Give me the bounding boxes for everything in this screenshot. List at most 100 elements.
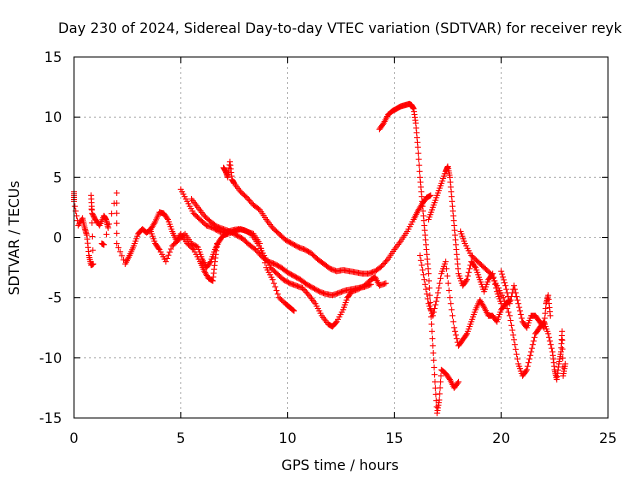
data-point <box>189 241 196 248</box>
data-point <box>430 357 437 364</box>
series-track-11 <box>498 268 554 331</box>
data-point <box>547 312 554 319</box>
y-tick-label: 10 <box>44 110 62 126</box>
data-point <box>88 219 95 226</box>
data-point <box>280 276 287 283</box>
data-point <box>283 237 290 244</box>
data-point <box>302 247 309 254</box>
data-point <box>304 290 311 297</box>
data-point <box>245 229 252 236</box>
data-point <box>528 345 535 352</box>
data-point <box>113 210 120 217</box>
data-point <box>180 232 187 239</box>
data-point <box>431 364 438 371</box>
data-point <box>90 260 97 267</box>
data-point <box>311 285 318 292</box>
data-point <box>226 228 233 235</box>
data-point <box>212 222 219 229</box>
data-point <box>559 346 566 353</box>
data-point <box>506 300 513 307</box>
data-point <box>326 264 333 271</box>
data-point <box>113 200 120 207</box>
data-point <box>430 350 437 357</box>
data-point <box>559 337 566 344</box>
data-point <box>242 193 249 200</box>
data-point <box>292 242 299 249</box>
data-point <box>162 258 169 265</box>
data-point <box>450 318 457 325</box>
data-point <box>305 282 312 289</box>
data-point <box>436 390 443 397</box>
data-point <box>89 247 96 254</box>
data-point <box>455 378 462 385</box>
data-point <box>165 252 172 259</box>
data-point <box>464 273 471 280</box>
data-point <box>151 220 158 227</box>
data-point <box>155 245 162 252</box>
y-axis-label: SDTVAR / TECUs <box>7 181 23 296</box>
data-point <box>89 233 96 240</box>
data-point <box>501 298 508 305</box>
data-point <box>264 257 271 264</box>
data-point <box>302 287 309 294</box>
data-point <box>442 258 449 265</box>
data-point <box>287 239 294 246</box>
data-point <box>103 231 110 238</box>
data-point <box>299 285 306 292</box>
data-point <box>499 271 506 278</box>
data-point <box>291 273 298 280</box>
data-point <box>230 230 237 237</box>
data-point <box>414 144 421 151</box>
data-point <box>546 334 553 341</box>
data-point <box>559 355 566 362</box>
data-point <box>285 279 292 286</box>
data-point <box>255 249 262 256</box>
data-point <box>530 337 537 344</box>
data-point <box>518 315 525 322</box>
data-point <box>447 300 454 307</box>
data-point <box>232 231 239 238</box>
data-point <box>511 286 518 293</box>
data-point <box>443 265 450 272</box>
data-point <box>434 289 441 296</box>
data-point <box>562 360 569 367</box>
data-point <box>275 263 282 270</box>
data-point <box>529 341 536 348</box>
data-point <box>435 285 442 292</box>
data-point <box>167 246 174 253</box>
data-point <box>500 294 507 301</box>
data-point <box>526 356 533 363</box>
data-point <box>466 265 473 272</box>
data-point <box>548 345 555 352</box>
data-point <box>445 280 452 287</box>
data-point <box>256 250 263 257</box>
data-point <box>429 312 436 319</box>
x-axis-label: GPS time / hours <box>281 458 398 474</box>
data-point <box>501 279 508 286</box>
data-point <box>237 234 244 241</box>
data-point <box>188 240 195 247</box>
data-point <box>243 228 250 235</box>
data-point <box>245 196 252 203</box>
data-point <box>433 298 440 305</box>
data-point <box>247 230 254 237</box>
data-point <box>382 280 389 287</box>
data-point <box>106 221 113 228</box>
data-point <box>545 330 552 337</box>
y-tick-label: 15 <box>44 50 62 66</box>
data-point <box>431 371 438 378</box>
data-point <box>305 248 312 255</box>
data-point <box>500 276 507 283</box>
y-tick-label: -15 <box>39 411 62 427</box>
data-point <box>504 305 511 312</box>
data-point <box>437 275 444 282</box>
data-point <box>437 372 444 379</box>
data-point <box>425 270 432 277</box>
data-point <box>509 327 516 334</box>
data-point <box>113 189 120 196</box>
data-point <box>118 252 125 259</box>
series-track-10 <box>457 228 569 383</box>
data-point <box>228 229 235 236</box>
data-point <box>417 252 424 259</box>
